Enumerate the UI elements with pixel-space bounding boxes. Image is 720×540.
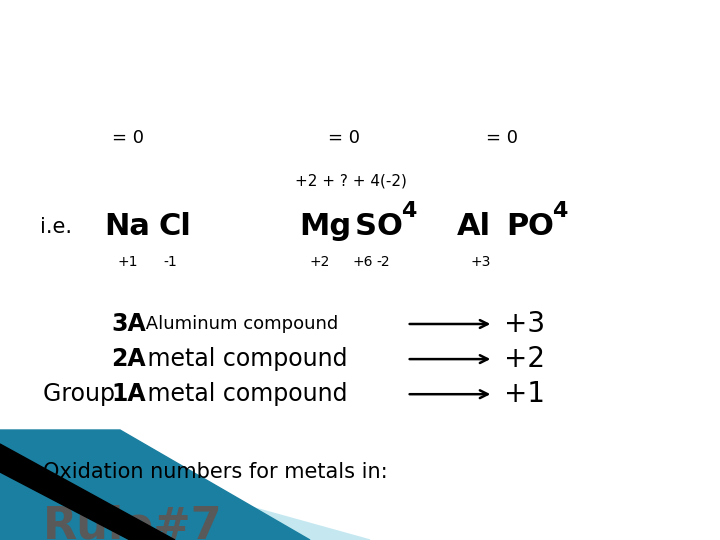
Text: Cl: Cl [158, 212, 192, 241]
Polygon shape [0, 444, 175, 540]
Text: -1: -1 [163, 255, 177, 269]
Text: -2: -2 [377, 255, 390, 269]
Text: 4: 4 [401, 200, 416, 221]
Text: O: O [377, 212, 402, 241]
Text: P: P [506, 212, 528, 241]
Text: metal compound: metal compound [140, 382, 348, 406]
Text: metal compound: metal compound [140, 347, 348, 371]
Text: Rule#7: Rule#7 [43, 505, 222, 540]
Polygon shape [0, 465, 370, 540]
Polygon shape [0, 430, 310, 540]
Text: Na: Na [104, 212, 150, 241]
Text: Aluminum compound: Aluminum compound [140, 315, 338, 333]
Text: 3A: 3A [112, 312, 146, 336]
Text: +3: +3 [504, 310, 545, 338]
Text: +1: +1 [117, 255, 138, 269]
Text: Oxidation numbers for metals in:: Oxidation numbers for metals in: [43, 462, 388, 482]
Text: Mg: Mg [299, 212, 351, 241]
Text: O: O [528, 212, 554, 241]
Text: Group: Group [43, 382, 122, 406]
Text: S: S [355, 212, 377, 241]
Text: +2 + ? + 4(-2): +2 + ? + 4(-2) [295, 173, 407, 188]
Text: +1: +1 [504, 380, 545, 408]
Text: 2A: 2A [112, 347, 146, 371]
Text: i.e.: i.e. [40, 217, 71, 237]
Text: +3: +3 [470, 255, 490, 269]
Text: +6: +6 [352, 255, 372, 269]
Text: 4: 4 [552, 200, 567, 221]
Text: = 0: = 0 [328, 129, 359, 147]
Text: +2: +2 [310, 255, 330, 269]
Text: Al: Al [457, 212, 491, 241]
Text: +2: +2 [504, 345, 545, 373]
Text: = 0: = 0 [486, 129, 518, 147]
Text: = 0: = 0 [112, 129, 143, 147]
Text: 1A: 1A [112, 382, 146, 406]
